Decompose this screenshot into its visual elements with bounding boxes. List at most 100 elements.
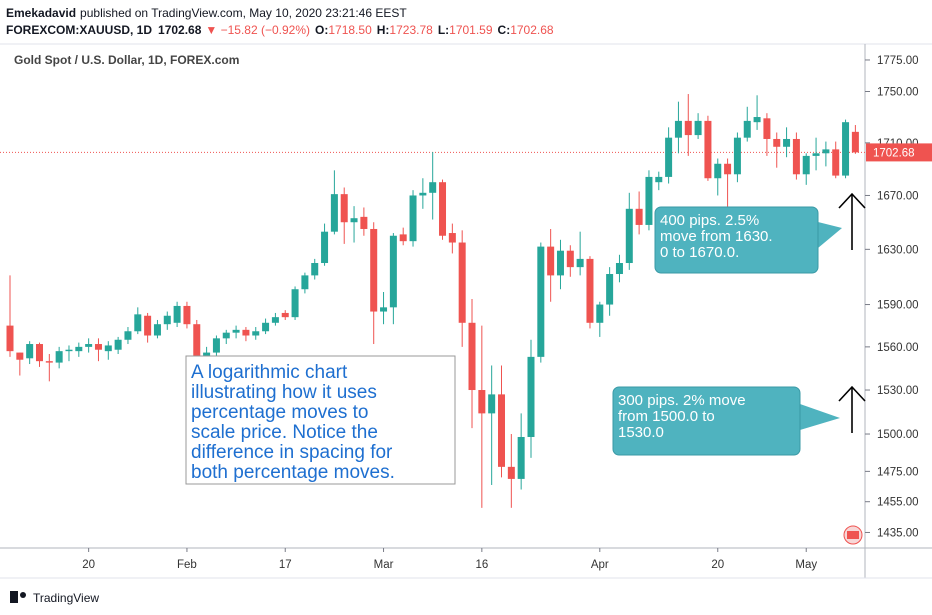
brand: TradingView (33, 591, 99, 605)
candle-body (389, 235, 397, 308)
candle-body (370, 228, 378, 312)
annotation-line: from 1500.0 to (618, 408, 715, 425)
candle-body (478, 390, 486, 414)
candle-body (65, 349, 73, 352)
candle-body (124, 331, 132, 340)
candle-body (704, 120, 712, 179)
logo-mark (10, 591, 18, 603)
candle-body (144, 315, 152, 336)
candle-body (360, 216, 368, 229)
candle-body (674, 120, 682, 138)
ohlc-value: 1718.50 (328, 23, 372, 37)
candle-body (242, 329, 250, 336)
symbol: FOREXCOM:XAUUSD, 1D (6, 23, 152, 37)
candle-body (104, 345, 112, 352)
candle-body (635, 208, 643, 225)
annotation-line: 400 pips. 2.5% (660, 212, 759, 229)
header-line-1: Emekadavid published on TradingView.com, … (6, 6, 407, 20)
candle-body (222, 332, 230, 339)
header-line-2: FOREXCOM:XAUUSD, 1D 1702.68 ▼ −15.82 (−0.9… (6, 23, 554, 37)
published: published on TradingView.com, May 10, 20… (80, 6, 407, 20)
y-tick-label: 1530.00 (877, 385, 919, 397)
candle-body (183, 305, 191, 325)
candle-body (163, 315, 171, 325)
candle-body (537, 246, 545, 357)
candle-body (330, 194, 338, 232)
candle-body (114, 339, 122, 350)
ohlc-key: L: (438, 23, 449, 37)
ohlc-value: 1701.59 (449, 23, 493, 37)
candle-body (645, 176, 653, 225)
candle-body (75, 346, 83, 352)
callout-tail (800, 404, 840, 430)
x-tick-label: May (795, 559, 817, 571)
plot: 1775.001750.001710.001670.001630.001590.… (0, 55, 932, 571)
x-tick-label: Feb (177, 559, 197, 571)
candle-body (311, 263, 319, 276)
candle-body (419, 192, 427, 196)
candle-body (232, 329, 240, 333)
candle-body (773, 138, 781, 147)
y-tick-label: 1590.00 (877, 300, 919, 312)
candle-body (596, 304, 604, 323)
candle-body (85, 344, 93, 347)
x-tick-label: 20 (82, 559, 95, 571)
candle-body (743, 120, 751, 138)
logo: TradingView (10, 591, 99, 605)
candle-body (291, 289, 299, 318)
candle-body (203, 352, 211, 357)
chart-title: Gold Spot / U.S. Dollar, 1D, FOREX.com (14, 53, 239, 67)
candle-body (468, 322, 476, 391)
candle-body (586, 258, 594, 323)
candle-body (6, 325, 14, 352)
candle-body (321, 231, 329, 264)
candle-body (606, 274, 614, 305)
candle-body (16, 352, 24, 360)
ohlc-key: C: (498, 23, 511, 37)
y-tick-label: 1500.00 (877, 429, 919, 441)
change: ▼ −15.82 (−0.92%) (205, 23, 310, 37)
candle-body (35, 344, 43, 362)
candle-body (488, 394, 496, 414)
candle-body (301, 275, 309, 290)
candle-body (724, 163, 732, 175)
callout-tail (818, 222, 842, 248)
y-tick-label: 1560.00 (877, 342, 919, 354)
candle-body (409, 195, 417, 242)
candle-body (340, 194, 348, 223)
candle-body (714, 163, 722, 179)
y-tick-label: 1455.00 (877, 497, 919, 509)
x-tick-label: 16 (475, 559, 488, 571)
y-tick-label: 1750.00 (877, 86, 919, 98)
candle-body (792, 138, 800, 175)
author: Emekadavid (6, 6, 76, 20)
candle-body (212, 338, 220, 353)
candle-body (399, 234, 407, 242)
candle-body (448, 233, 456, 243)
y-tick-label: 1435.00 (877, 527, 919, 539)
candle-body (55, 351, 63, 363)
y-tick-label: 1630.00 (877, 244, 919, 256)
candle-body (498, 394, 505, 467)
arrows (838, 192, 866, 433)
candle-body (576, 258, 584, 268)
candle-body (527, 356, 535, 437)
annotation-line: A logarithmic chart (191, 362, 348, 383)
annotation-line: 300 pips. 2% move (618, 392, 746, 409)
candle-body (694, 120, 702, 136)
candle-body (625, 208, 633, 264)
candle-body (26, 344, 34, 359)
candle-body (252, 331, 260, 336)
candle-body (655, 176, 663, 183)
candle-body (556, 250, 564, 276)
y-tick-label: 1475.00 (877, 466, 919, 478)
candle-body (842, 122, 850, 176)
candle-body (507, 466, 515, 479)
annotation-line: both percentage moves. (191, 462, 395, 483)
candle-body (517, 436, 525, 479)
candle-body (94, 344, 102, 350)
candle-body (350, 218, 358, 223)
candle-body (851, 131, 859, 153)
price: 1702.68 (158, 23, 202, 37)
